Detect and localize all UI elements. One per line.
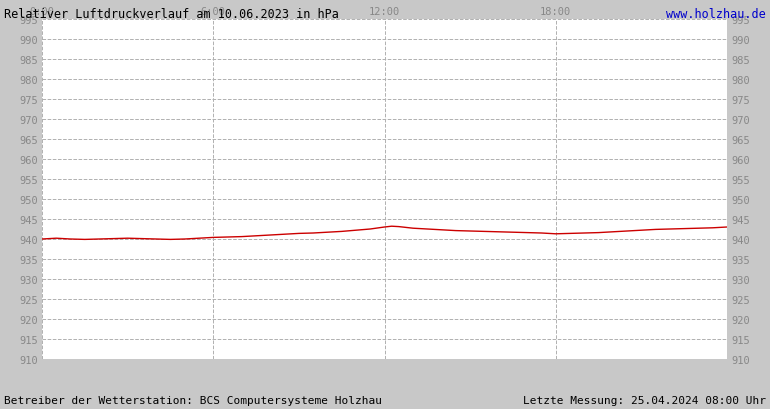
- Text: Letzte Messung: 25.04.2024 08:00 Uhr: Letzte Messung: 25.04.2024 08:00 Uhr: [523, 395, 766, 405]
- Text: Betreiber der Wetterstation: BCS Computersysteme Holzhau: Betreiber der Wetterstation: BCS Compute…: [4, 395, 382, 405]
- Text: Relativer Luftdruckverlauf am 10.06.2023 in hPa: Relativer Luftdruckverlauf am 10.06.2023…: [4, 8, 339, 21]
- Text: www.holzhau.de: www.holzhau.de: [666, 8, 766, 21]
